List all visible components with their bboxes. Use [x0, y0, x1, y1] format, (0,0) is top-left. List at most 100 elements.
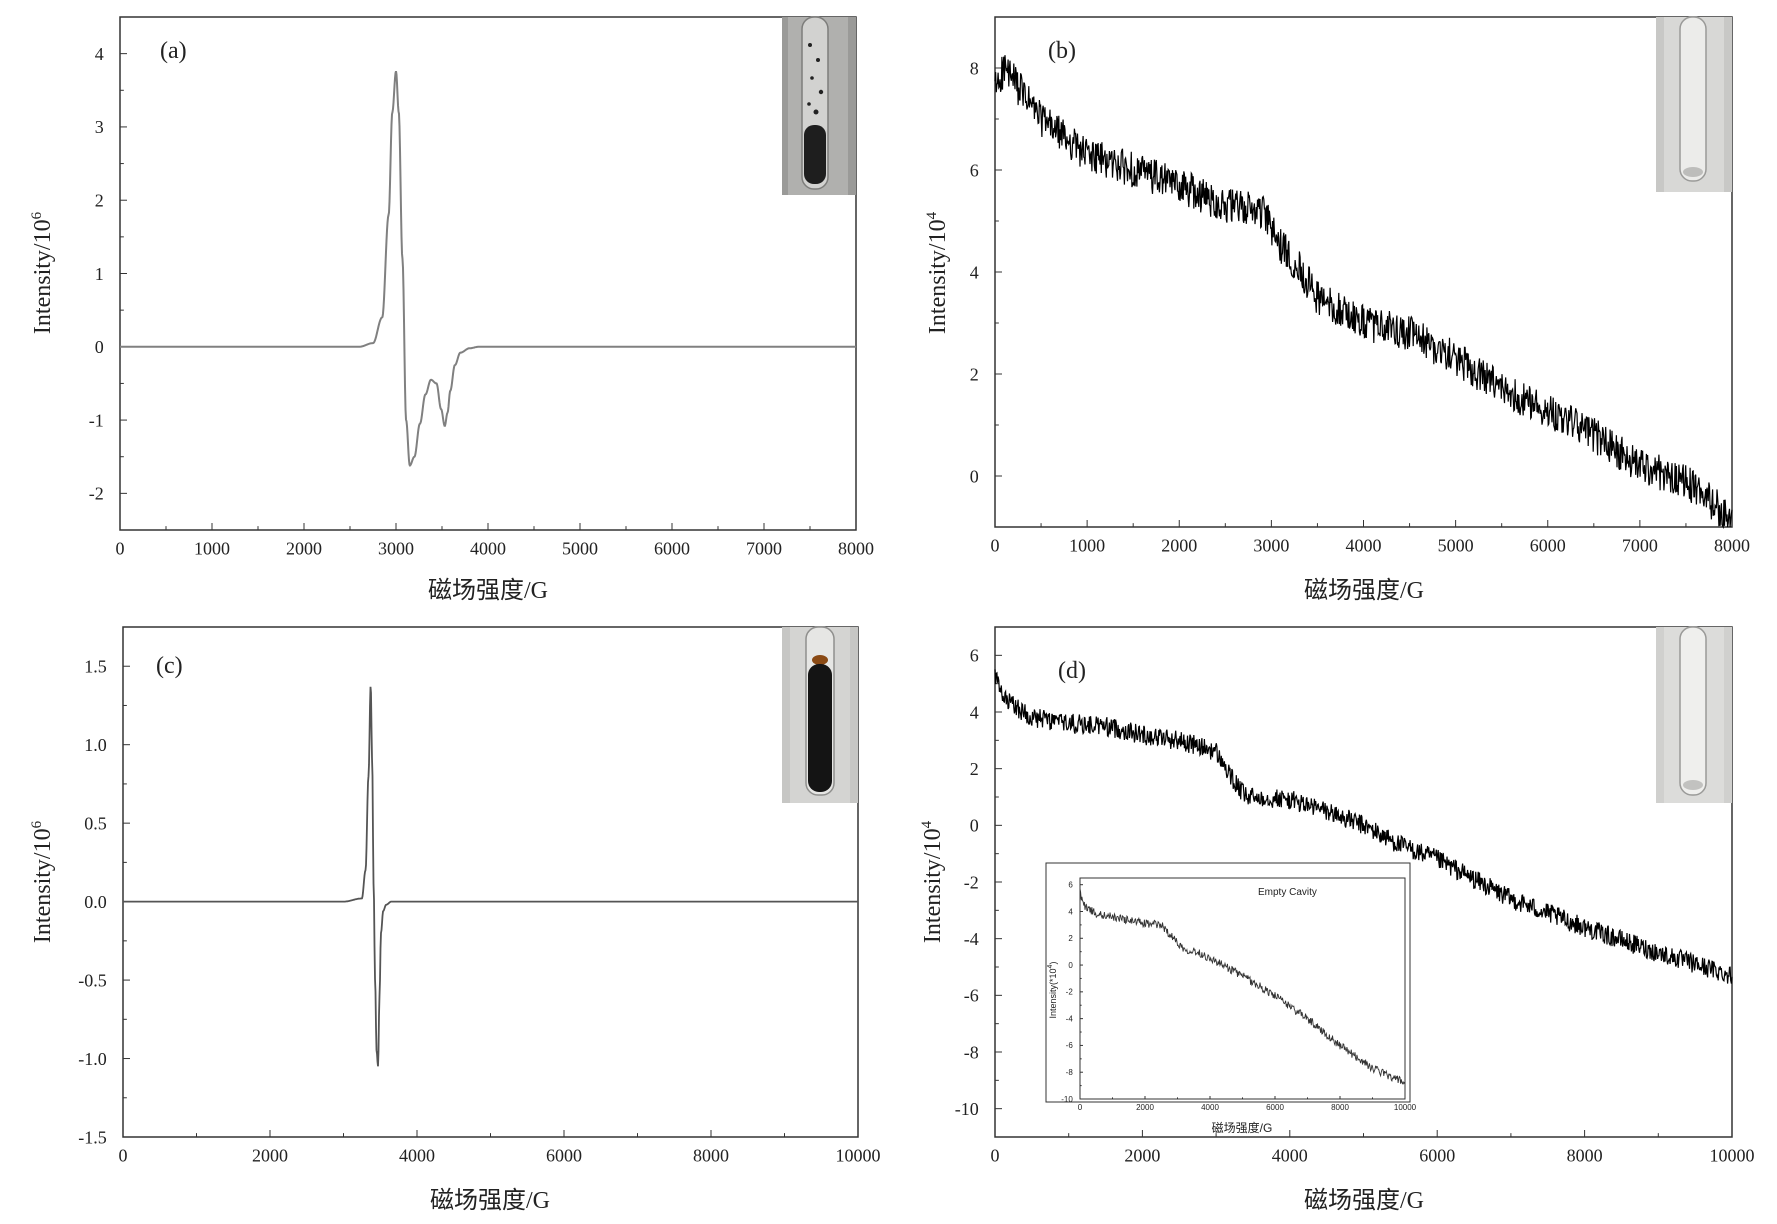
- panel-d-inset-y-tick-label: -6: [1066, 1041, 1074, 1050]
- panel-b-y-tick-label: 2: [970, 364, 979, 384]
- panel-c-y-tick-label: 0.0: [84, 892, 107, 912]
- panel-a-test-tube-photo: [782, 16, 856, 195]
- panel-a-y-axis-title: Intensity/106: [29, 211, 56, 334]
- panel-d-x-tick-label: 0: [991, 1145, 1000, 1165]
- panel-d-inset-y-tick-label: -4: [1066, 1014, 1074, 1023]
- panel-b-y-axis-title: Intensity/104: [924, 211, 951, 334]
- panel-a-y-axis-title-exponent: 6: [29, 211, 45, 219]
- panel-d-inset-y-tick-label: -10: [1061, 1095, 1073, 1104]
- panel-c-y-axis-title-exponent: 6: [29, 820, 45, 828]
- panel-a-x-tick-label: 8000: [838, 538, 874, 558]
- panel-b-x-tick-label: 1000: [1069, 535, 1105, 555]
- panel-a-y-tick-label: 0: [95, 337, 104, 357]
- panel-d-inset-series-line: [1079, 888, 1406, 1085]
- panel-d-inset-y-axis-title-base: Intensity(*10: [1048, 968, 1058, 1018]
- panel-c-test-tube-photo: [782, 626, 858, 803]
- panel-d-y-axis-title: Intensity/104: [919, 820, 946, 943]
- panel-b-x-tick-label: 5000: [1438, 535, 1474, 555]
- panel-c: 0 2000 4000 6000 8000 10000 -1.5 -1.0 -0.5 0.0 0.…: [29, 626, 881, 1214]
- panel-a-x-tick-label: 3000: [378, 538, 414, 558]
- panel-d-inset-x-ticks: 0 2000 4000 6000 8000 10000: [1078, 1096, 1417, 1112]
- panel-a-series-line: [120, 70, 856, 468]
- panel-d-inset-title: Empty Cavity: [1258, 887, 1317, 898]
- panel-d-x-tick-label: 6000: [1419, 1145, 1455, 1165]
- panel-d-inset-y-tick-label: 2: [1068, 934, 1073, 943]
- panel-a-y-axis-title-base: Intensity/10: [30, 219, 56, 334]
- panel-d: 0 2000 4000 6000 8000 10000 -10 -8 -6 -4 -2 0 2 4 6 (…: [919, 626, 1755, 1214]
- panel-d-inset-background: [1045, 862, 1411, 1103]
- panel-c-x-tick-label: 6000: [546, 1145, 582, 1165]
- panel-d-y-axis-title-base: Intensity/10: [920, 828, 946, 943]
- panel-a-x-tick-label: 5000: [562, 538, 598, 558]
- panel-d-x-ticks: 0 2000 4000 6000 8000 10000: [991, 1130, 1755, 1165]
- panel-d-inset-y-tick-label: 6: [1068, 880, 1073, 889]
- panel-d-y-tick-label: 2: [970, 759, 979, 779]
- panel-d-inset-x-tick-label: 2000: [1136, 1103, 1154, 1112]
- panel-a-y-tick-label: 2: [95, 191, 104, 211]
- panel-b-x-axis-title: 磁场强度/G: [1304, 577, 1424, 604]
- panel-d-y-ticks: -10 -8 -6 -4 -2 0 2 4 6: [955, 646, 1002, 1119]
- panel-a-plot-frame: [119, 16, 857, 531]
- panel-d-inset-x-tick-label: 10000: [1394, 1103, 1417, 1112]
- panel-d-y-tick-label: 6: [970, 646, 979, 666]
- panel-c-series-line: [123, 686, 858, 1067]
- panel-c-x-ticks: 0 2000 4000 6000 8000 10000: [119, 1130, 881, 1165]
- panel-d-inset-x-tick-label: 4000: [1201, 1103, 1219, 1112]
- panel-b-x-tick-label: 3000: [1253, 535, 1289, 555]
- panel-a-y-tick-label: -1: [89, 410, 104, 430]
- panel-d-inset-y-axis-title-suffix: ): [1048, 962, 1058, 965]
- panel-d-test-tube-photo: [1656, 626, 1732, 803]
- panel-a-label: (a): [160, 38, 187, 64]
- panel-d-x-tick-label: 2000: [1124, 1145, 1160, 1165]
- panel-d-y-tick-label: -6: [964, 986, 979, 1006]
- panel-b-label: (b): [1048, 38, 1076, 64]
- panel-a-x-tick-label: 1000: [194, 538, 230, 558]
- panel-b-y-ticks: 0 2 4 6 8: [970, 58, 1002, 486]
- panel-d-x-tick-label: 8000: [1567, 1145, 1603, 1165]
- panel-b-y-tick-label: 4: [970, 262, 979, 282]
- panel-d-inset-x-tick-label: 0: [1078, 1103, 1083, 1112]
- panel-a-y-ticks: -2 -1 0 1 2 3 4: [89, 44, 127, 504]
- panel-c-y-axis-title-base: Intensity/10: [30, 828, 56, 943]
- panel-b-x-tick-label: 7000: [1622, 535, 1658, 555]
- panel-d-inset-y-axis-title-exponent: 4: [1047, 964, 1054, 968]
- panel-d-inset-x-axis-title: 磁场强度/G: [1212, 1120, 1273, 1135]
- panel-d-y-tick-label: -2: [964, 872, 979, 892]
- panel-c-x-axis-title: 磁场强度/G: [430, 1187, 550, 1214]
- panel-c-x-tick-label: 8000: [693, 1145, 729, 1165]
- panel-c-label: (c): [156, 653, 183, 679]
- panel-d-y-tick-label: -4: [964, 929, 979, 949]
- panel-b-y-axis-title-base: Intensity/10: [925, 219, 951, 334]
- panel-a: 0 1000 2000 3000 4000 5000 6000 7000 8000 -2 -1 0 1…: [29, 16, 874, 604]
- panel-c-x-tick-label: 2000: [252, 1145, 288, 1165]
- panel-a-x-tick-label: 0: [116, 538, 125, 558]
- panel-d-inset-x-tick-label: 6000: [1266, 1103, 1284, 1112]
- panel-a-y-tick-label: 4: [95, 44, 104, 64]
- panel-c-x-tick-label: 10000: [836, 1145, 881, 1165]
- panel-a-y-tick-label: 3: [95, 117, 104, 137]
- panel-c-y-tick-label: -0.5: [78, 970, 107, 990]
- panel-a-x-ticks: 0 1000 2000 3000 4000 5000 6000 7000 8000: [116, 523, 874, 558]
- panel-d-inset-y-tick-label: 0: [1068, 961, 1073, 970]
- panel-b-y-tick-label: 8: [970, 58, 979, 78]
- panel-b-x-tick-label: 0: [991, 535, 1000, 555]
- panel-c-x-tick-label: 4000: [399, 1145, 435, 1165]
- panel-a-x-tick-label: 7000: [746, 538, 782, 558]
- panel-b-x-tick-label: 8000: [1714, 535, 1750, 555]
- panel-b-x-tick-label: 2000: [1161, 535, 1197, 555]
- panel-d-y-axis-title-exponent: 4: [919, 820, 935, 828]
- panel-c-y-axis-title: Intensity/106: [29, 820, 56, 943]
- panel-c-y-tick-label: 1.0: [84, 735, 107, 755]
- panel-b-test-tube-photo: [1656, 16, 1732, 192]
- panel-d-y-tick-label: -8: [964, 1042, 979, 1062]
- panel-d-inset-x-tick-label: 8000: [1331, 1103, 1349, 1112]
- panel-d-x-tick-label: 10000: [1710, 1145, 1755, 1165]
- panel-c-y-tick-label: 1.5: [84, 657, 107, 677]
- panel-c-y-ticks: -1.5 -1.0 -0.5 0.0 0.5 1.0 1.5: [78, 657, 130, 1147]
- panel-c-y-tick-label: 0.5: [84, 813, 107, 833]
- panel-d-inset-y-tick-label: -2: [1066, 988, 1074, 997]
- panel-b-x-tick-label: 4000: [1346, 535, 1382, 555]
- panel-d-inset-y-ticks: -10 -8 -6 -4 -2 0 2 4 6: [1061, 880, 1083, 1104]
- panel-d-y-tick-label: 0: [970, 816, 979, 836]
- panel-b: 0 1000 2000 3000 4000 5000 6000 7000 8000 02468 …: [924, 16, 1750, 604]
